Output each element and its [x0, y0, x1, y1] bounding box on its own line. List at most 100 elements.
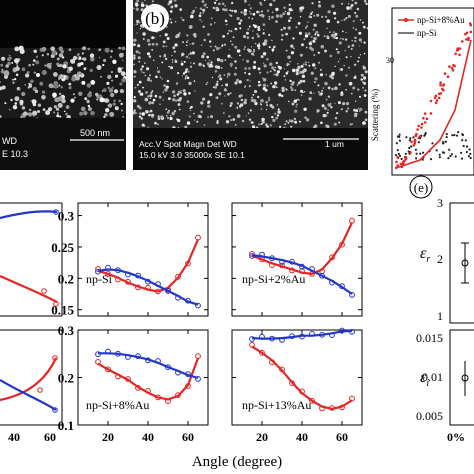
- partial-plot-left-top: [0, 202, 63, 317]
- data-point: [249, 336, 255, 342]
- data-point: [289, 333, 295, 340]
- data-point: [145, 357, 151, 364]
- data-point: [185, 371, 191, 378]
- data-point: [269, 335, 275, 342]
- x-axis-title: Angle (degree): [192, 454, 282, 470]
- sem-b-header: Acc.V Spot Magn Det WD: [139, 139, 237, 149]
- data-point: [329, 405, 335, 411]
- data-point: [115, 373, 121, 380]
- x-tick-label: 20: [102, 430, 114, 444]
- data-point: [95, 268, 101, 275]
- data-point: [259, 333, 265, 340]
- plot-frame: [231, 202, 363, 317]
- scatter-tick: 30: [386, 56, 394, 65]
- data-point: [95, 351, 101, 358]
- data-point: [165, 398, 171, 405]
- data-point: [339, 283, 345, 290]
- e-top-tick-3: 3: [437, 196, 443, 210]
- scattering-ylabel: Scattering (%): [370, 89, 380, 141]
- data-point: [349, 217, 355, 224]
- data-point: [319, 405, 325, 412]
- sem-image-a: WD 500 nm E 10.3: [0, 0, 126, 170]
- data-point: [349, 292, 355, 298]
- data-point: [125, 278, 131, 285]
- plot-frame: [77, 202, 209, 317]
- data-point: [195, 353, 201, 360]
- data-point: [299, 263, 305, 270]
- data-point: [175, 294, 181, 301]
- sem-b-values: 15.0 kV 3.0 35000x SE 10.1: [139, 150, 245, 160]
- y-tick-label: 0.3: [58, 209, 75, 224]
- data-point: [289, 380, 295, 387]
- data-point: [329, 279, 335, 286]
- data-point: [279, 366, 285, 373]
- data-point: [309, 266, 315, 272]
- data-point: [259, 251, 265, 258]
- epsilon-r-label: εr: [420, 245, 430, 265]
- series-line: [97, 357, 200, 401]
- data-point: [259, 349, 265, 356]
- data-point: [105, 348, 111, 355]
- sample-label: np-Si+8%Au: [86, 398, 149, 412]
- data-point: [309, 397, 315, 404]
- data-point: [329, 254, 335, 261]
- data-point: [165, 364, 171, 371]
- data-point: [165, 288, 171, 294]
- legend-np-si: np-Si: [417, 28, 437, 38]
- data-point: [125, 354, 131, 360]
- data-point: [269, 359, 275, 366]
- data-point: [249, 253, 255, 259]
- data-point: [339, 327, 345, 334]
- x-tick-label: 20: [256, 430, 268, 444]
- data-point: [135, 272, 141, 279]
- e-x-tick: 0%: [447, 430, 465, 444]
- data-point: [195, 234, 201, 241]
- data-point: [155, 288, 161, 295]
- epsilon-i-label: εi: [420, 369, 429, 389]
- sem-a-scale-label: 500 nm: [80, 128, 110, 138]
- data-point: [249, 341, 255, 348]
- data-point: [145, 278, 151, 285]
- data-point: [279, 337, 285, 343]
- series-line: [251, 254, 353, 295]
- data-point: [115, 350, 121, 357]
- series-line: [251, 222, 353, 275]
- sample-label: np-Si: [86, 272, 113, 286]
- data-point: [185, 260, 191, 267]
- x-tick-label: 60: [182, 430, 194, 444]
- data-point: [155, 394, 161, 401]
- data-point: [105, 366, 111, 373]
- x-tick-left-40: 40: [8, 430, 20, 444]
- data-point: [299, 268, 305, 274]
- panel-e: (e) 3 2 1 0.015 0.01 0.005 εr εi 0%: [409, 175, 474, 444]
- series-line: [97, 238, 200, 293]
- e-bottom-tick-0005: 0.005: [416, 409, 443, 423]
- data-point: [175, 273, 181, 280]
- data-point: [155, 358, 161, 364]
- data-point: [135, 385, 141, 391]
- y-tick-label: 0.25: [51, 240, 74, 255]
- data-point: [135, 284, 141, 291]
- y-tick-label: 0.2: [58, 371, 74, 386]
- y-tick-label: 0.15: [51, 303, 74, 318]
- data-point: [299, 333, 305, 340]
- e-bottom-tick-0015: 0.015: [416, 331, 443, 345]
- data-point: [175, 392, 181, 399]
- data-point: [145, 284, 151, 291]
- series-line: [251, 329, 353, 340]
- data-point: [339, 404, 345, 411]
- sem-image-b: (b) Acc.V Spot Magn Det WD 1 um 15.0 kV …: [133, 0, 368, 170]
- x-tick-label: 60: [336, 430, 348, 444]
- data-point: [319, 331, 325, 338]
- e-top-tick-2: 2: [437, 252, 443, 266]
- x-tick-left-60: 60: [44, 430, 56, 444]
- data-point: [269, 262, 275, 269]
- data-point: [349, 395, 355, 402]
- data-point: [155, 281, 161, 288]
- data-point: [115, 276, 121, 283]
- panel-e-label: (e): [414, 180, 428, 195]
- data-point: [195, 302, 201, 309]
- reflectance-plot-2: np-Si+2%Au: [231, 202, 363, 317]
